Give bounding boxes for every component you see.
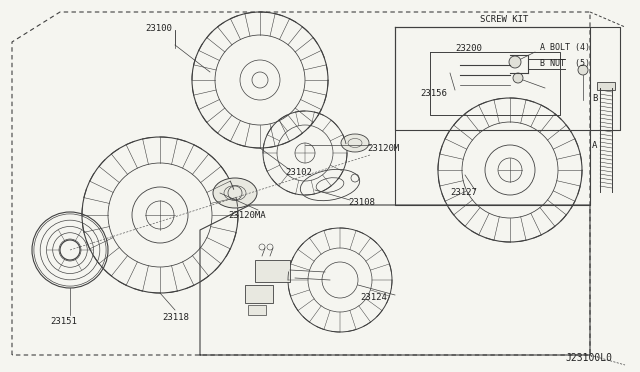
Circle shape	[578, 65, 588, 75]
Text: 23108: 23108	[348, 198, 375, 206]
Text: 23151: 23151	[50, 317, 77, 327]
Bar	[255, 260, 290, 282]
Text: B NUT  (5): B NUT (5)	[540, 58, 590, 67]
Bar	[245, 285, 273, 303]
Text: 23124: 23124	[360, 294, 387, 302]
Text: B: B	[592, 93, 597, 103]
Text: 23118: 23118	[162, 314, 189, 323]
Text: 23156: 23156	[420, 89, 447, 97]
Circle shape	[509, 56, 521, 68]
Text: 23200: 23200	[455, 44, 482, 52]
Text: 23127: 23127	[450, 187, 477, 196]
Text: 23100: 23100	[145, 23, 172, 32]
Text: A BOLT (4): A BOLT (4)	[540, 42, 590, 51]
Text: A: A	[592, 141, 597, 150]
Ellipse shape	[213, 178, 257, 208]
Bar	[248, 305, 266, 315]
Text: SCREW KIT: SCREW KIT	[480, 15, 529, 23]
Text: 23120M: 23120M	[367, 144, 399, 153]
Ellipse shape	[341, 134, 369, 152]
Bar	[597, 82, 615, 90]
Circle shape	[513, 73, 523, 83]
Text: J23100L0: J23100L0	[565, 353, 612, 363]
Text: 23120MA: 23120MA	[228, 211, 266, 219]
Text: 23102: 23102	[285, 167, 312, 176]
